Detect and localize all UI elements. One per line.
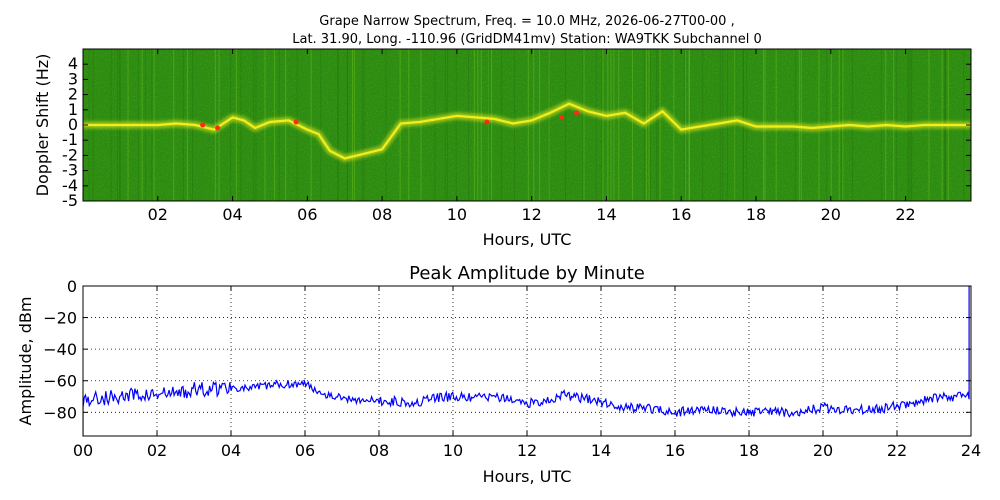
y-tick-label: -4: [62, 176, 78, 195]
x-tick-label: 04: [222, 205, 242, 224]
x-tick-label: 02: [147, 441, 167, 460]
signal-peak: [559, 114, 565, 120]
y-tick-label: 1: [68, 100, 78, 119]
amplitude-grid: [83, 286, 971, 436]
y-tick-label: 0: [68, 115, 78, 134]
x-tick-label: 00: [73, 441, 93, 460]
figure-title-line2: Lat. 31.90, Long. -110.96 (GridDM41mv) S…: [292, 32, 762, 47]
y-tick-label: −40: [43, 340, 77, 359]
signal-peak: [215, 125, 221, 131]
spectrogram-x-axis-label: Hours, UTC: [483, 230, 572, 249]
y-tick-label: 0: [67, 277, 77, 296]
x-tick-label: 06: [297, 205, 317, 224]
spectrogram-y-axis-label: Doppler Shift (Hz): [33, 54, 52, 197]
x-tick-label: 08: [372, 205, 392, 224]
y-tick-label: 4: [68, 54, 78, 73]
amplitude-plot-area: [83, 286, 971, 436]
x-tick-label: 06: [295, 441, 315, 460]
y-tick-label: −20: [43, 309, 77, 328]
x-tick-label: 14: [591, 441, 611, 460]
x-tick-label: 16: [665, 441, 685, 460]
x-tick-label: 16: [671, 205, 691, 224]
amplitude-y-ticks: 0 −20 −40 −60 −80: [43, 277, 971, 422]
signal-peak: [293, 119, 299, 125]
x-tick-label: 18: [746, 205, 766, 224]
x-tick-label: 20: [821, 205, 841, 224]
y-tick-label: 2: [68, 85, 78, 104]
x-tick-label: 24: [961, 441, 981, 460]
amplitude-line: [83, 286, 970, 436]
y-tick-label: −80: [43, 403, 77, 422]
x-tick-label: 12: [521, 205, 541, 224]
y-tick-label: -5: [62, 191, 78, 210]
x-tick-label: 22: [895, 205, 915, 224]
figure-title-line1: Grape Narrow Spectrum, Freq. = 10.0 MHz,…: [319, 14, 734, 29]
signal-peak: [484, 119, 490, 125]
amplitude-panel: Peak Amplitude by Minute 00 02 04 06 08 10 12 1…: [16, 263, 981, 486]
y-tick-label: -3: [62, 161, 78, 180]
x-tick-label: 04: [221, 441, 241, 460]
x-tick-label: 12: [517, 441, 537, 460]
y-tick-label: −60: [43, 372, 77, 391]
x-tick-label: 18: [739, 441, 759, 460]
x-tick-label: 20: [813, 441, 833, 460]
amplitude-x-ticks: 00 02 04 06 08 10 12 14 16 18 20 22 24: [73, 286, 981, 460]
x-tick-label: 10: [447, 205, 467, 224]
signal-peak: [200, 122, 206, 128]
y-tick-label: -1: [62, 130, 78, 149]
y-tick-label: 3: [68, 69, 78, 88]
signal-peak: [574, 110, 580, 116]
spectrogram-signal: [83, 99, 971, 163]
y-tick-label: -2: [62, 145, 78, 164]
x-tick-label: 08: [369, 441, 389, 460]
amplitude-series: [83, 286, 970, 436]
amplitude-y-axis-label: Amplitude, dBm: [16, 297, 35, 426]
x-tick-label: 10: [443, 441, 463, 460]
x-tick-label: 14: [596, 205, 616, 224]
x-tick-label: 22: [887, 441, 907, 460]
spectrogram-x-ticks: 02 04 06 08 10 12 14 16 18 20 22: [148, 49, 916, 224]
signal-trace: [83, 102, 971, 160]
amplitude-x-axis-label: Hours, UTC: [483, 467, 572, 486]
x-tick-label: 02: [148, 205, 168, 224]
amplitude-chart-title: Peak Amplitude by Minute: [409, 263, 645, 284]
